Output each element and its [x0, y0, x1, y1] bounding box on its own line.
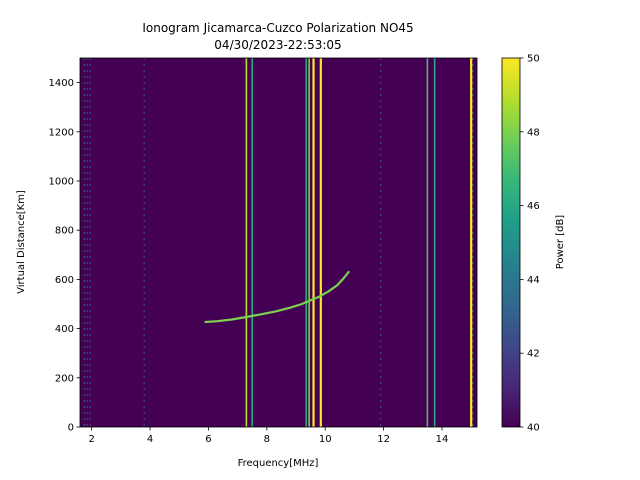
y-tick-label: 1400: [49, 78, 74, 89]
colorbar-tick-label: 50: [527, 54, 540, 65]
echo-trace-line: [204, 270, 350, 324]
x-tick-label: 10: [319, 434, 332, 445]
y-axis: 0 200 400 600 800 1000 1200 1400: [49, 78, 80, 434]
y-tick-label: 800: [55, 226, 74, 237]
y-tick-label: 600: [55, 275, 74, 286]
colorbar-tick-label: 40: [527, 423, 540, 434]
colorbar-tick-label: 46: [527, 201, 540, 212]
plot-background: [80, 58, 477, 427]
plot-frame: [79, 57, 478, 428]
chart-subtitle: 04/30/2023-22:53:05: [214, 38, 341, 52]
colorbar-label: Power [dB]: [555, 215, 566, 270]
y-tick-label: 200: [55, 373, 74, 384]
echo-trace: [204, 270, 350, 324]
colorbar-tick-label: 48: [527, 127, 540, 138]
colorbar-tick-label: 44: [527, 275, 540, 286]
interference-lines: [245, 58, 473, 427]
chart-title: Ionogram Jicamarca-Cuzco Polarization NO…: [142, 21, 413, 35]
y-tick-label: 400: [55, 324, 74, 335]
y-tick-label: 1200: [49, 127, 74, 138]
y-tick-label: 1000: [49, 177, 74, 188]
x-tick-label: 12: [377, 434, 390, 445]
colorbar-gradient: [502, 58, 520, 427]
y-tick-label: 0: [68, 423, 74, 434]
noise-columns: [83, 58, 474, 427]
x-axis-label: Frequency[MHz]: [238, 458, 319, 469]
x-tick-label: 8: [264, 434, 270, 445]
x-axis: 2 4 6 8 10 12 14: [88, 427, 448, 445]
plot-area: [79, 57, 478, 428]
colorbar: 40 42 44 46 48 50 Power [dB]: [501, 54, 566, 434]
colorbar-frame: [501, 57, 521, 428]
colorbar-ticks: 40 42 44 46 48 50: [520, 54, 540, 434]
x-tick-label: 4: [147, 434, 153, 445]
x-tick-label: 2: [88, 434, 94, 445]
x-tick-label: 6: [205, 434, 211, 445]
colorbar-tick-label: 42: [527, 349, 540, 360]
y-axis-label: Virtual Distance[Km]: [16, 190, 27, 294]
x-tick-label: 14: [436, 434, 449, 445]
